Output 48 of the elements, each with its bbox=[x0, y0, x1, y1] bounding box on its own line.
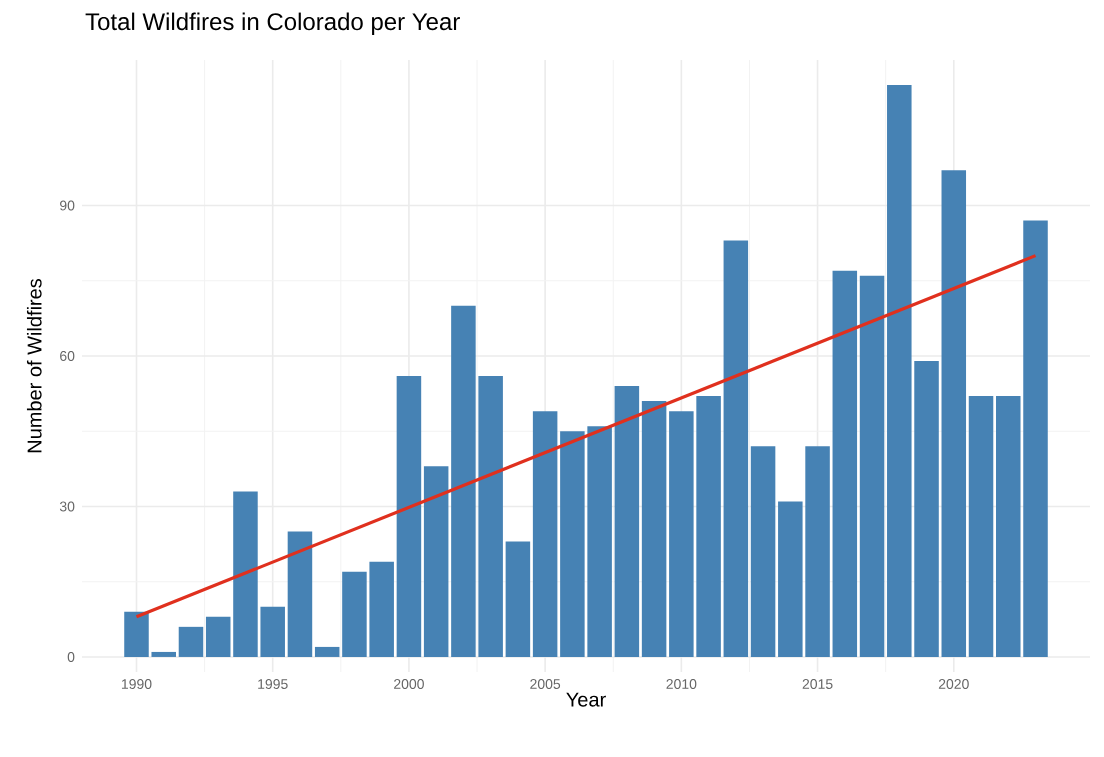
bar bbox=[696, 396, 721, 657]
bar bbox=[832, 270, 858, 657]
x-tick-label: 1995 bbox=[258, 679, 288, 689]
y-tick-label: 30 bbox=[59, 501, 75, 512]
bar bbox=[451, 305, 476, 657]
y-axis-title: Number of Wildfires bbox=[26, 278, 42, 453]
x-tick-label: 2010 bbox=[666, 679, 697, 689]
bar bbox=[233, 491, 258, 657]
bar bbox=[423, 466, 449, 657]
bar bbox=[587, 426, 612, 657]
bar bbox=[805, 446, 830, 657]
bar bbox=[342, 571, 367, 657]
bar bbox=[478, 376, 503, 657]
bar bbox=[641, 401, 667, 657]
y-tick-label: 0 bbox=[67, 652, 75, 662]
bar bbox=[260, 606, 285, 657]
bar bbox=[124, 611, 149, 657]
bar bbox=[996, 396, 1021, 657]
y-tick-label: 90 bbox=[60, 200, 75, 211]
bar bbox=[723, 240, 749, 657]
bar bbox=[369, 561, 394, 657]
chart-title: Total Wildfires in Colorado per Year bbox=[85, 12, 460, 35]
bar bbox=[151, 651, 176, 657]
x-tick-label: 2015 bbox=[802, 679, 833, 689]
bar bbox=[750, 446, 776, 657]
bar bbox=[314, 646, 340, 657]
bar bbox=[532, 411, 558, 657]
bar bbox=[560, 431, 585, 657]
bar bbox=[914, 360, 939, 657]
x-tick-label: 2005 bbox=[530, 679, 561, 689]
bar bbox=[396, 376, 422, 657]
x-axis-title: Year bbox=[566, 692, 606, 707]
x-tick-label: 2020 bbox=[938, 679, 969, 689]
bar bbox=[887, 85, 912, 657]
bar bbox=[669, 411, 694, 657]
bar bbox=[178, 626, 204, 657]
bar bbox=[941, 170, 967, 657]
bar bbox=[1023, 220, 1048, 657]
bar bbox=[859, 275, 885, 657]
bar bbox=[287, 531, 313, 657]
y-tick-label: 60 bbox=[60, 351, 75, 361]
x-tick-label: 1990 bbox=[121, 679, 152, 689]
x-tick-label: 2000 bbox=[394, 679, 424, 689]
bar bbox=[778, 501, 803, 657]
bar bbox=[968, 396, 994, 657]
bar bbox=[205, 616, 231, 657]
bar bbox=[505, 541, 531, 657]
bar bbox=[614, 386, 640, 657]
